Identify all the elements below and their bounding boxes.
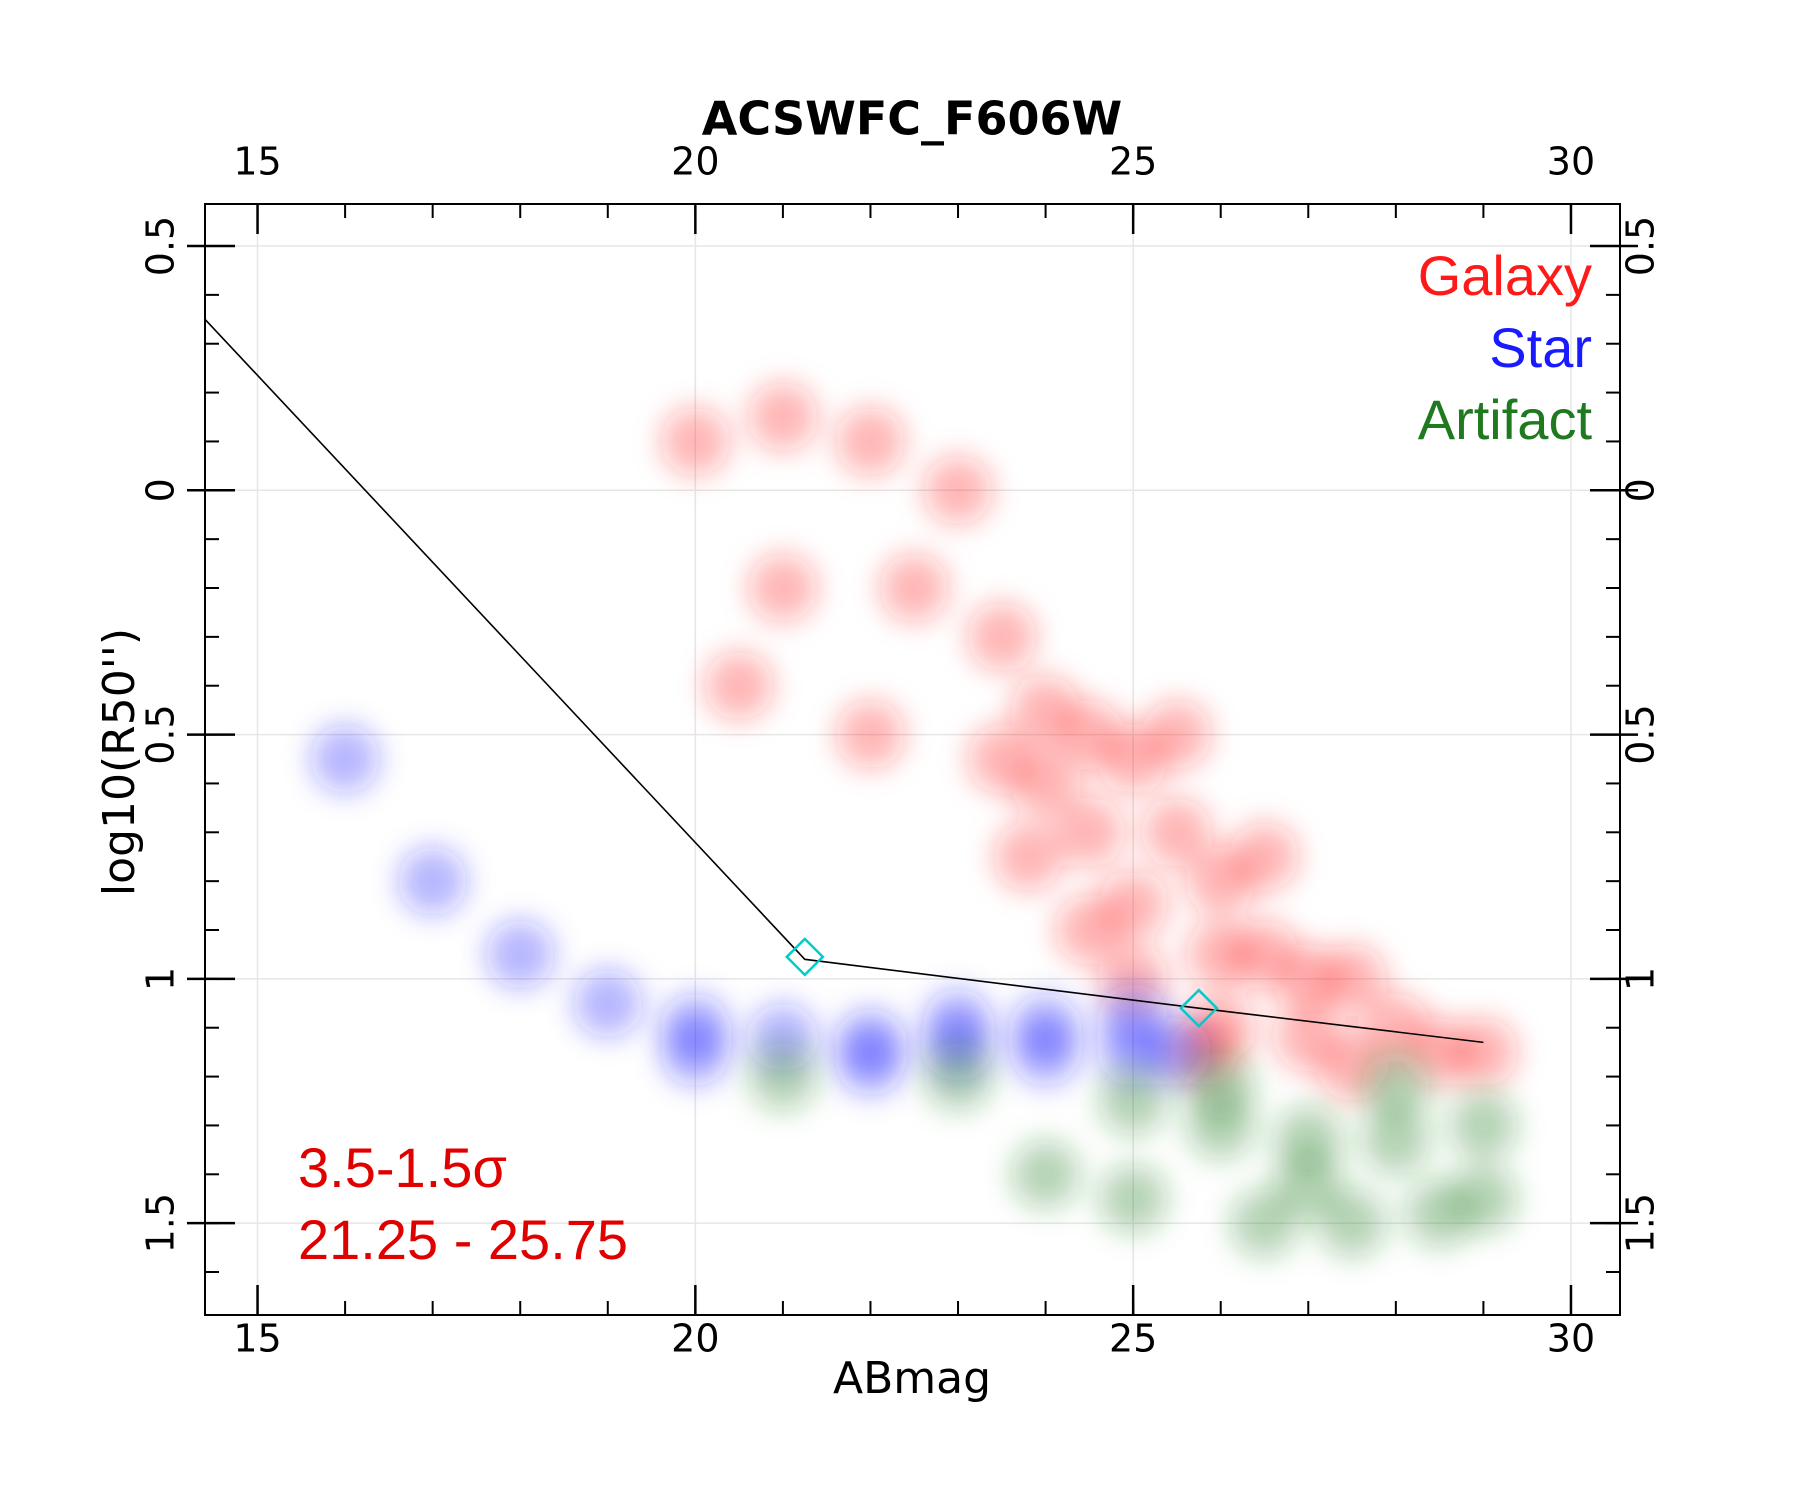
legend-label: Galaxy [1418, 244, 1592, 307]
point [1011, 993, 1080, 1062]
point [1449, 1018, 1518, 1087]
y-axis-label: log10(R50'') [94, 628, 145, 896]
point [1099, 1067, 1168, 1136]
x-top-tick-label: 20 [671, 140, 719, 184]
knot-marker [785, 937, 825, 977]
point [1274, 1150, 1343, 1219]
x-top-tick-label: 30 [1547, 140, 1595, 184]
point [1055, 798, 1124, 867]
point [994, 822, 1063, 891]
y-tick-label: 0 [139, 478, 183, 502]
annotation: 3.5-1.5σ [298, 1136, 507, 1199]
y-tick-label: 1 [139, 967, 183, 991]
point [1186, 1052, 1255, 1121]
x-tick-label: 15 [233, 1317, 281, 1361]
point [1230, 822, 1299, 891]
annotation: 21.25 - 25.75 [298, 1208, 628, 1271]
point [1449, 1091, 1518, 1160]
y-right-tick-label: 0.5 [1619, 704, 1663, 764]
point [1230, 1189, 1299, 1258]
point [1142, 798, 1211, 867]
point [924, 1042, 993, 1111]
x-tick-label: 20 [671, 1317, 719, 1361]
y-tick-label: 0.5 [139, 704, 183, 764]
plot-frame [204, 203, 1621, 1316]
point [748, 554, 817, 623]
point [398, 847, 467, 916]
y-right-tick-label: 1.5 [1619, 1193, 1663, 1253]
point [924, 988, 993, 1057]
point [967, 602, 1036, 671]
x-top-tick-label: 25 [1109, 140, 1157, 184]
series-cloud [311, 725, 1211, 1096]
y-tick-label: 0.5 [139, 216, 183, 276]
clouds [311, 383, 1518, 1258]
series-cloud [748, 1042, 1518, 1258]
point [1011, 1140, 1080, 1209]
point [1318, 1189, 1387, 1258]
point [967, 725, 1036, 794]
point [661, 407, 730, 476]
boundary-line [204, 318, 1484, 1044]
point [748, 383, 817, 452]
point [1099, 1164, 1168, 1233]
point [1099, 983, 1168, 1052]
y-right-tick-label: 0 [1619, 478, 1663, 502]
legend-label: Artifact [1418, 388, 1593, 451]
point [1449, 1164, 1518, 1233]
y-right-tick-label: 1 [1619, 967, 1663, 991]
point [924, 456, 993, 525]
x-axis-label: ABmag [833, 1353, 991, 1404]
point [836, 700, 905, 769]
x-tick-label: 25 [1109, 1317, 1157, 1361]
point [880, 554, 949, 623]
chart-title: ACSWFC_F606W [702, 92, 1122, 146]
point [1361, 1106, 1430, 1175]
legend-label: Star [1489, 316, 1592, 379]
knot-marker [1179, 988, 1219, 1028]
y-tick-label: 1.5 [139, 1193, 183, 1253]
point [705, 651, 774, 720]
x-top-tick-label: 15 [233, 140, 281, 184]
point [1055, 896, 1124, 965]
point [748, 1042, 817, 1111]
point [836, 407, 905, 476]
point [1318, 944, 1387, 1013]
point [836, 1027, 905, 1096]
point [1361, 1052, 1430, 1121]
y-right-tick-label: 0.5 [1619, 216, 1663, 276]
point [1142, 700, 1211, 769]
point [661, 1018, 730, 1087]
point [573, 969, 642, 1038]
x-tick-label: 30 [1547, 1317, 1595, 1361]
point [311, 725, 380, 794]
point [486, 920, 555, 989]
